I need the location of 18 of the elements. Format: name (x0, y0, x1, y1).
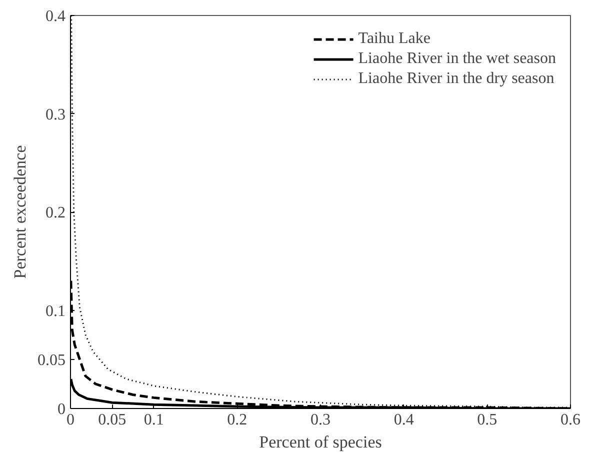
legend-label: Liaohe River in the dry season (358, 70, 554, 88)
x-tick-label: 0.6 (560, 412, 580, 428)
y-tick-label: 0.3 (46, 106, 66, 124)
x-tick-label: 0.05 (98, 412, 126, 428)
x-tick-label: 0.3 (310, 412, 330, 428)
y-tick-label: 0.05 (38, 352, 66, 369)
y-tick-label: 0.2 (46, 204, 66, 222)
legend-label: Liaohe River in the wet season (358, 50, 556, 68)
x-tick-label: 0.2 (227, 412, 248, 428)
y-tick-label: 0.1 (46, 302, 66, 320)
y-tick-label: 0.4 (46, 8, 66, 25)
x-axis-title: Percent of species (259, 432, 382, 452)
legend-label: Taihu Lake (358, 30, 430, 48)
x-tick-label: 0.1 (144, 412, 164, 428)
x-tick-label: 0.4 (394, 412, 414, 428)
y-tick-label: 0 (58, 401, 66, 418)
x-tick-label: 0.5 (477, 412, 498, 428)
y-axis-title: Percent exceedence (10, 145, 30, 279)
